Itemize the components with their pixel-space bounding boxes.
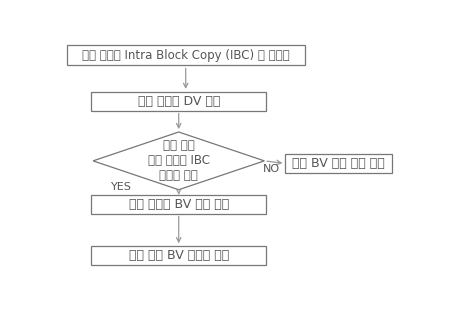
FancyBboxPatch shape — [67, 45, 304, 66]
Text: 인접 시점
대응 블록의 IBC
부호화 여부: 인접 시점 대응 블록의 IBC 부호화 여부 — [148, 139, 210, 182]
Text: YES: YES — [110, 182, 131, 192]
Text: 현재 블록을 Intra Block Copy (IBC) 로 부호화: 현재 블록을 Intra Block Copy (IBC) 로 부호화 — [82, 49, 290, 62]
Text: 대응 블록의 BV 정보 추출: 대응 블록의 BV 정보 추출 — [129, 198, 229, 211]
Text: 기존 BV 예측 후보 탐색: 기존 BV 예측 후보 탐색 — [292, 157, 385, 170]
FancyBboxPatch shape — [285, 154, 392, 173]
Text: 현재 블록 BV 예측에 사용: 현재 블록 BV 예측에 사용 — [129, 249, 229, 262]
Polygon shape — [93, 132, 264, 190]
Text: NO: NO — [262, 164, 280, 174]
Text: 현재 블록의 DV 유도: 현재 블록의 DV 유도 — [138, 95, 220, 108]
FancyBboxPatch shape — [92, 92, 266, 111]
FancyBboxPatch shape — [92, 246, 266, 265]
FancyBboxPatch shape — [92, 195, 266, 214]
